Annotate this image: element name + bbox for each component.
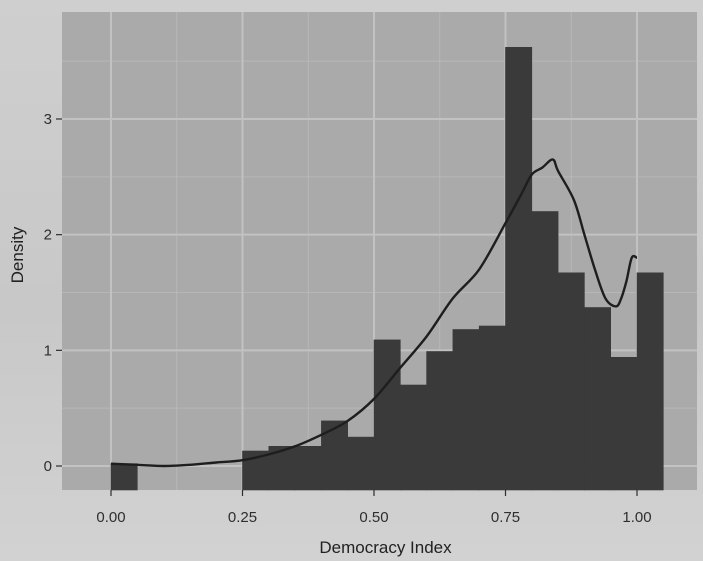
y-axis-title: Density — [8, 226, 27, 283]
histogram-bar — [321, 420, 348, 491]
density-curve — [110, 158, 638, 468]
x-tick-label: 0.50 — [359, 509, 388, 526]
histogram-bar — [505, 46, 533, 491]
histogram-bar — [531, 211, 559, 491]
y-tick-label: 2 — [44, 227, 52, 244]
histogram-bar — [110, 463, 138, 491]
x-tick-label: 0.75 — [491, 509, 520, 526]
histogram-bar — [347, 436, 375, 491]
x-tick-label: 0.00 — [96, 509, 125, 526]
histogram-bar — [294, 445, 322, 491]
histogram-bar — [610, 356, 638, 491]
histogram-bar — [636, 272, 664, 491]
x-tick-label: 1.00 — [622, 509, 651, 526]
x-tick-label: 0.25 — [228, 509, 257, 526]
histogram-bar — [399, 384, 427, 491]
y-tick-label: 1 — [44, 342, 52, 359]
x-axis-ticks: 0.00 0.25 0.50 0.75 1.00 — [96, 490, 652, 526]
histogram-bars — [110, 46, 664, 491]
histogram-bar — [557, 272, 585, 491]
y-tick-label: 0 — [44, 458, 52, 475]
histogram-bar — [478, 325, 506, 491]
histogram-bar — [584, 307, 612, 491]
y-axis-ticks: 0 1 2 3 — [44, 111, 62, 475]
histogram-bar — [373, 339, 401, 491]
x-axis-title: Democracy Index — [319, 538, 452, 557]
y-tick-label: 3 — [44, 111, 52, 128]
histogram-bar — [452, 329, 480, 491]
histogram-bar — [426, 351, 454, 491]
